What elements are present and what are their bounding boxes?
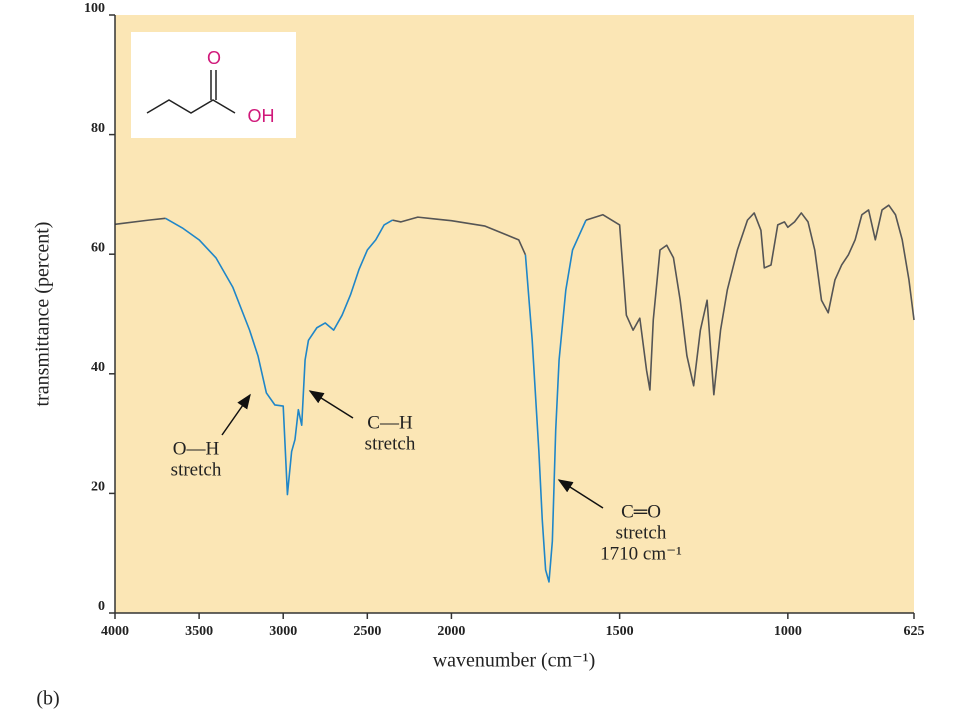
- x-tick-label: 2000: [437, 624, 465, 639]
- molecule: [146, 70, 236, 114]
- ticks: 0 20 40 60 80 100 4000 3500 3000 2500 2000 1500 1000…: [84, 1, 925, 639]
- y-axis-title: transmittance (percent): [32, 222, 54, 407]
- y-tick-label: 0: [98, 599, 105, 614]
- annotation: C—H: [367, 412, 413, 433]
- x-tick-label: 4000: [101, 624, 129, 639]
- atom-label: O: [207, 48, 221, 68]
- y-tick-label: 40: [91, 360, 105, 375]
- atom-label: OH: [248, 106, 275, 126]
- annotation: 1710 cm⁻¹: [600, 543, 682, 564]
- arrows: [221, 390, 604, 509]
- spectrum-line: [585, 204, 915, 396]
- x-tick-label: 1000: [774, 624, 802, 639]
- spectrum-line: [524, 219, 587, 583]
- x-tick-label: 3500: [185, 624, 213, 639]
- x-axis-title: wavenumber (cm⁻¹): [433, 650, 596, 672]
- x-tick-label: 625: [904, 624, 925, 639]
- annotation: stretch: [171, 459, 222, 480]
- y-tick-label: 100: [84, 1, 105, 16]
- spectrum-line: [165, 217, 393, 496]
- spectrum-line: [114, 217, 166, 226]
- y-tick-label: 80: [91, 121, 105, 136]
- spectrum: [114, 204, 915, 583]
- y-tick-label: 60: [91, 240, 105, 255]
- y-tick-label: 20: [91, 480, 105, 495]
- x-tick-label: 3000: [269, 624, 297, 639]
- annotation: stretch: [365, 433, 416, 454]
- x-tick-label: 1500: [606, 624, 634, 639]
- annotation: O—H: [173, 438, 220, 459]
- spectrum-line: [392, 216, 527, 256]
- inset-box: [131, 32, 296, 138]
- annotation: C═O: [621, 501, 661, 522]
- x-tick-label: 2500: [353, 624, 381, 639]
- panel-label: (b): [36, 688, 59, 710]
- annotation: stretch: [616, 522, 667, 543]
